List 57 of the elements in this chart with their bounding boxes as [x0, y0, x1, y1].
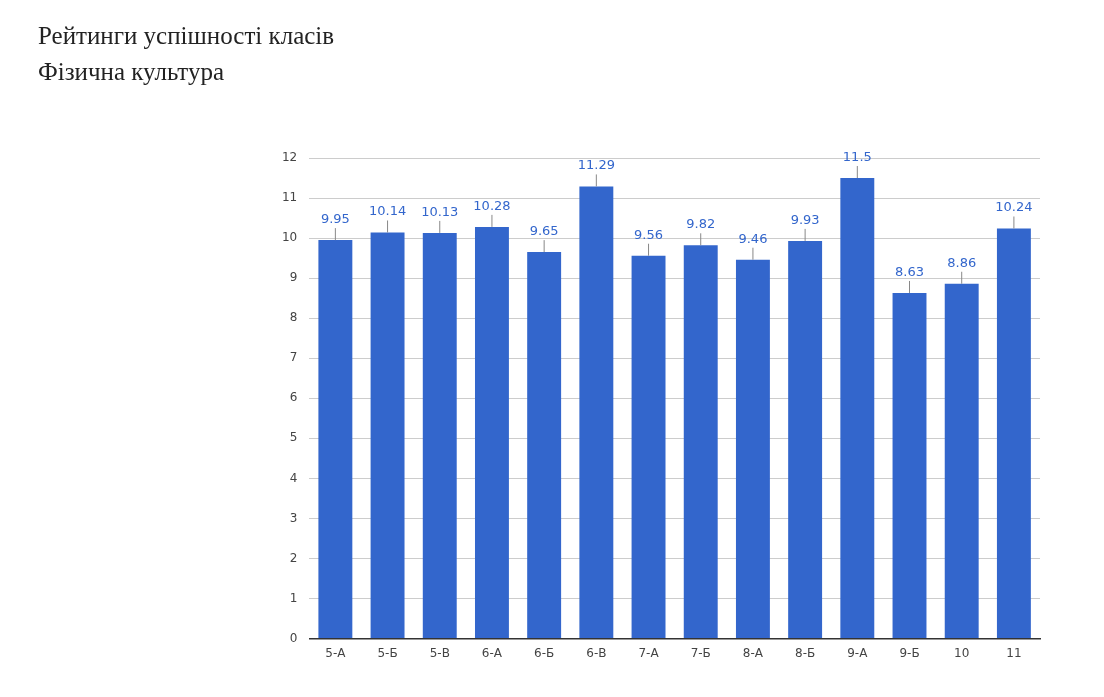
bar — [840, 178, 875, 639]
bar — [892, 292, 927, 639]
data-label: 11.5 — [842, 148, 872, 164]
data-label: 9.82 — [686, 216, 716, 232]
x-tick-label: 8-А — [742, 645, 764, 660]
data-label: 10.24 — [995, 199, 1033, 215]
x-tick-label: 6-Б — [534, 645, 555, 660]
y-tick-label: 11 — [281, 190, 298, 205]
data-label: 11.29 — [577, 157, 615, 173]
data-label: 9.95 — [320, 210, 350, 226]
y-tick-label: 8 — [289, 310, 298, 325]
bar — [631, 255, 666, 639]
y-tick-label: 4 — [289, 470, 298, 485]
bar — [788, 240, 823, 639]
data-label: 9.65 — [529, 222, 559, 238]
bar — [683, 245, 718, 639]
x-tick-label: 9-Б — [899, 645, 920, 660]
data-label: 9.93 — [790, 211, 820, 227]
x-tick-label: 8-Б — [795, 645, 816, 660]
chart-subtitle: Фізична культура — [38, 57, 226, 87]
data-label: 10.13 — [421, 203, 459, 219]
data-label: 10.14 — [368, 203, 407, 219]
y-tick-label: 0 — [289, 630, 298, 645]
x-tick-label: 6-В — [586, 645, 607, 660]
data-label: 8.86 — [947, 254, 977, 270]
x-tick-label: 9-А — [847, 645, 869, 660]
data-label: 9.46 — [738, 230, 768, 246]
chart-title: Рейтинги успішності класів — [38, 21, 335, 51]
y-tick-label: 2 — [289, 550, 298, 565]
x-tick-label: 7-А — [638, 645, 660, 660]
bar — [996, 228, 1031, 639]
y-tick-label: 9 — [289, 270, 298, 285]
y-tick-label: 6 — [289, 390, 298, 405]
y-tick-label: 12 — [281, 150, 298, 165]
bar — [944, 283, 979, 639]
bar — [735, 259, 770, 639]
bar — [527, 252, 562, 639]
x-tick-label: 5-Б — [377, 645, 398, 660]
bar — [318, 240, 353, 639]
x-tick-label: 5-В — [429, 645, 450, 660]
x-tick-label: 6-А — [481, 645, 503, 660]
data-label: 9.56 — [634, 226, 664, 242]
bar — [579, 186, 614, 639]
bar — [474, 226, 509, 639]
data-label: 10.28 — [473, 197, 511, 213]
x-tick-label: 10 — [954, 645, 970, 660]
x-tick-label: 5-А — [325, 645, 347, 660]
bar — [422, 232, 457, 639]
y-tick-label: 7 — [289, 350, 298, 365]
y-tick-label: 1 — [289, 590, 298, 605]
bar — [370, 232, 405, 639]
data-label: 8.63 — [895, 263, 924, 279]
x-tick-label: 7-Б — [690, 645, 711, 660]
y-tick-label: 5 — [289, 430, 298, 445]
x-tick-label: 11 — [1006, 645, 1022, 660]
y-tick-label: 10 — [281, 230, 298, 245]
y-tick-label: 3 — [289, 510, 298, 525]
